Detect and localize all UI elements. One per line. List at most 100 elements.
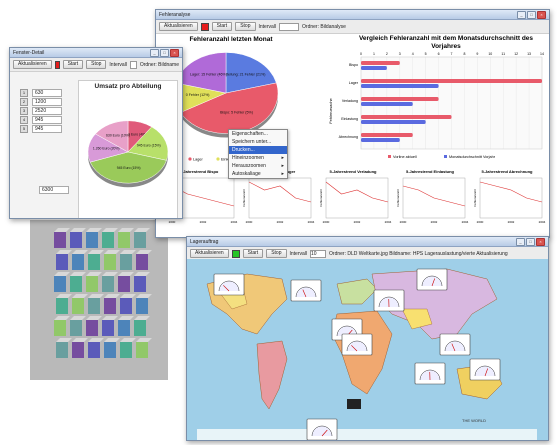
stop-button[interactable]: Stop [86, 60, 107, 69]
refresh-button[interactable]: Aktualisieren [159, 22, 198, 31]
minimize-icon[interactable]: _ [517, 10, 526, 19]
start-button[interactable]: Start [242, 249, 264, 258]
start-button[interactable]: Start [62, 60, 84, 69]
sales-chart-panel: Umsatz pro Abteilung 2.520 Euro (40%) 945… [78, 80, 178, 218]
refresh-button[interactable]: Aktualisieren [190, 249, 229, 258]
bar[interactable] [361, 66, 387, 70]
x-tick-label: 4 [412, 52, 414, 56]
submenu-arrow-icon: ▸ [281, 155, 284, 161]
interval-label: Intervall [289, 250, 308, 257]
cube-top [120, 338, 136, 342]
maximize-icon[interactable]: □ [527, 10, 536, 19]
error-pie-slice-label: Bispo: 5 Fehler (5%) [220, 111, 253, 115]
stop-button[interactable]: Stop [266, 249, 287, 258]
bar[interactable] [361, 102, 413, 106]
gauge-dial [336, 325, 358, 337]
sales-pie-slice[interactable] [95, 120, 129, 153]
india-shape [401, 308, 433, 330]
context-menu-item[interactable]: Speichern unter... [229, 138, 287, 146]
sales-pie-slice[interactable] [127, 126, 169, 161]
legend-marker [388, 155, 391, 158]
context-menu-item[interactable]: Drucken... [229, 146, 287, 154]
bar[interactable] [361, 79, 542, 83]
minimize-icon[interactable]: _ [516, 237, 525, 246]
bar[interactable] [361, 133, 413, 137]
cube-grid-image [30, 220, 168, 380]
map-titlebar[interactable]: Lagerauftrag _ □ × [187, 237, 548, 247]
x-tick-label: 9 [476, 52, 478, 56]
cube-top [104, 294, 120, 298]
close-icon[interactable]: × [170, 48, 179, 57]
row-value-field[interactable]: 1200 [32, 97, 62, 106]
row-value-field[interactable]: 945 [32, 115, 62, 124]
world-map[interactable]: THE WORLD [187, 259, 548, 440]
interval-input[interactable] [279, 22, 300, 31]
close-icon[interactable]: × [536, 237, 545, 246]
cube [102, 232, 114, 248]
maximize-icon[interactable]: □ [160, 48, 169, 57]
gauge-dial [295, 286, 317, 298]
cube [88, 298, 100, 314]
bar[interactable] [361, 115, 452, 119]
cube-top [136, 294, 152, 298]
map-window: Lagerauftrag _ □ × Aktualisieren Start S… [186, 236, 549, 441]
error-bar-chart: 0 1 2 3 4 5 6 7 8 9 10 11 12 13 14BispoLagerVerladungE… [328, 52, 544, 150]
bar[interactable] [361, 84, 439, 88]
y-tick-label: Verladung [342, 99, 358, 103]
total-field[interactable]: 6300 [39, 186, 69, 194]
bar[interactable] [361, 120, 426, 124]
cube-top [136, 250, 152, 254]
bar[interactable] [361, 61, 400, 65]
error-pie-slice[interactable] [225, 52, 277, 94]
cube-top [118, 272, 134, 276]
row-value-field[interactable]: 630 [32, 88, 62, 97]
cube-top [88, 250, 104, 254]
menu-item-label: Herauszoomen [232, 163, 266, 169]
cube [72, 342, 84, 358]
interval-input[interactable]: 10 [310, 249, 327, 258]
cube [56, 254, 68, 270]
cube-top [54, 228, 70, 232]
start-button[interactable]: Start [211, 22, 233, 31]
legend-label: Lager [193, 158, 203, 162]
close-icon[interactable]: × [537, 10, 546, 19]
trend-x-tick: 2002 [354, 220, 361, 224]
cube [104, 342, 116, 358]
trend-y-label: Fehleranzahl [319, 189, 323, 207]
context-menu-item[interactable]: Autoskaliage ▸ [229, 170, 287, 178]
minimize-icon[interactable]: _ [150, 48, 159, 57]
legend-marker [444, 155, 447, 158]
cube [56, 298, 68, 314]
row-value-field[interactable]: 945 [32, 124, 62, 133]
folder-label: Ordner: DLD Weltkarte.jpg Bildname: HPS … [329, 250, 508, 257]
gauge-dial [218, 280, 240, 292]
analysis-titlebar[interactable]: Fehleranalyse _ □ × [156, 10, 549, 20]
analysis-charts: Fehleranzahl letzten Monat Vergleich Feh… [160, 35, 546, 224]
world-map-graphic: THE WORLD [197, 268, 537, 440]
cube-top [86, 228, 102, 232]
status-red-indicator [54, 60, 60, 69]
cube [120, 254, 132, 270]
stop-button[interactable]: Stop [235, 22, 256, 31]
cube-top [88, 294, 104, 298]
x-tick-label: 14 [540, 52, 544, 56]
sales-pie-slice[interactable] [89, 151, 167, 184]
trend-line [402, 185, 466, 207]
context-menu-item[interactable]: Hineinzoomen ▸ [229, 154, 287, 162]
x-tick-label: 1 [373, 52, 375, 56]
x-tick-label: 2 [386, 52, 388, 56]
maximize-icon[interactable]: □ [526, 237, 535, 246]
legend-label: Einkauf [221, 158, 235, 162]
row-value-field[interactable]: 2520 [32, 106, 62, 115]
refresh-button[interactable]: Aktualisieren [13, 60, 52, 69]
cube-top [104, 338, 120, 342]
context-menu-item[interactable]: Eigenschaften... [229, 130, 287, 138]
trend-x-tick: 2004 [385, 220, 392, 224]
bar[interactable] [361, 138, 400, 142]
cube-top [72, 250, 88, 254]
sales-pie-slice-label: 630 Euro (10%) [106, 134, 130, 138]
department-titlebar[interactable]: Fenster-Detail _ □ × [10, 48, 182, 58]
interval-input[interactable] [129, 60, 137, 69]
bar[interactable] [361, 97, 439, 101]
context-menu-item[interactable]: Herauszoomen ▸ [229, 162, 287, 170]
